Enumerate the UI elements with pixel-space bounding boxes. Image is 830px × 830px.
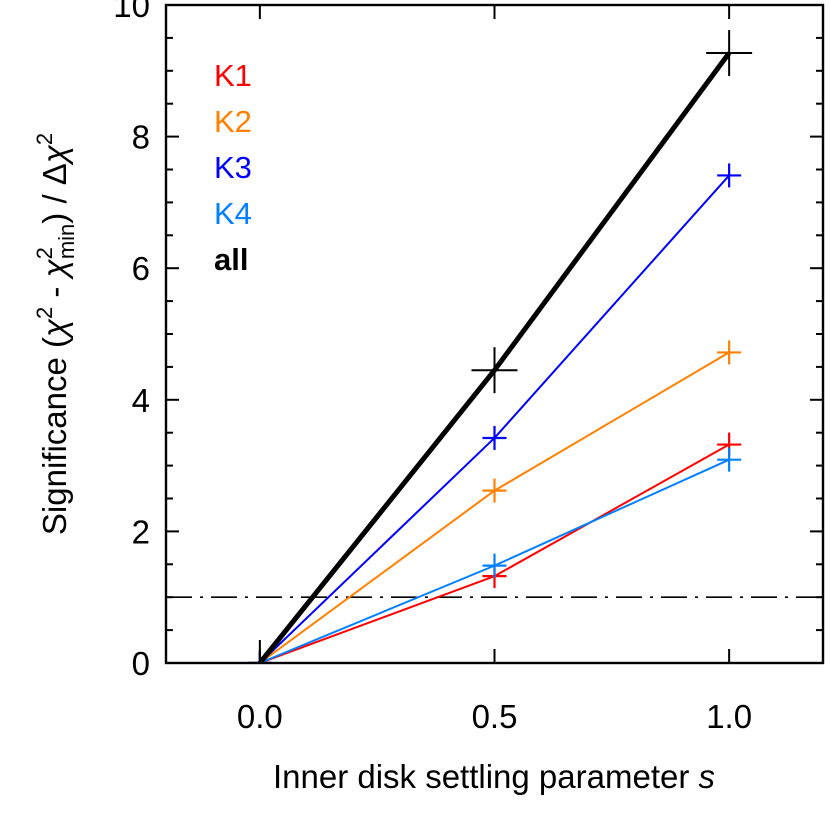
series-markers-k3: [247, 163, 742, 675]
x-tick-label: 0.0: [237, 698, 283, 735]
x-tick-label: 1.0: [706, 698, 752, 735]
y-tick-label: 0: [132, 645, 150, 682]
x-tick-label: 0.5: [472, 698, 518, 735]
legend-item-k1: K1: [214, 58, 252, 93]
axes: 0 2 4 6 8 10 0.0 0.5 1.0: [113, 0, 825, 735]
y-tick-label: 6: [132, 250, 150, 287]
plot-area: [0, 30, 830, 830]
series-line-k2: [259, 351, 730, 664]
y-axis-label: Significance (χ2 - χ2min) / Δχ2: [32, 133, 79, 535]
legend: K1 K2 K3 K4 all: [214, 58, 252, 277]
y-tick-label: 8: [132, 119, 150, 156]
legend-item-all: all: [214, 242, 248, 277]
legend-item-k4: K4: [214, 196, 252, 231]
y-tick-label: 4: [132, 382, 150, 419]
x-axis-label: Inner disk settling parameter s: [273, 758, 715, 795]
y-tick-label: 10: [113, 0, 150, 24]
legend-item-k3: K3: [214, 150, 252, 185]
y-tick-label: 2: [132, 513, 150, 550]
legend-item-k2: K2: [214, 104, 252, 139]
series-line-k3: [259, 174, 730, 664]
